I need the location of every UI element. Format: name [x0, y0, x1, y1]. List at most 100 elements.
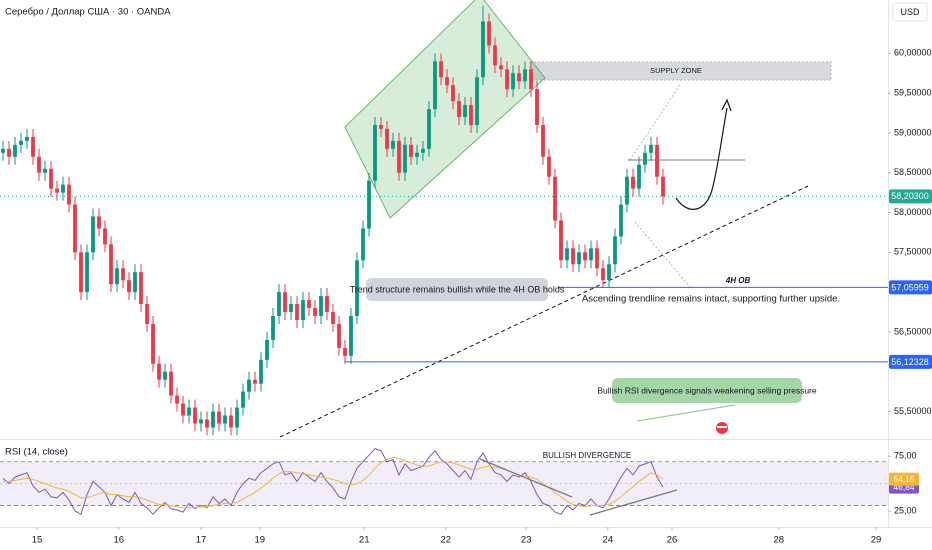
x-tick-label: 16: [114, 535, 125, 546]
ob-label: 4H OB: [725, 276, 751, 285]
candle-body: [565, 248, 569, 261]
callouts: SUPPLY ZONE 4H OB Trend structure remain…: [350, 66, 840, 434]
candle-body: [643, 152, 647, 165]
candle-body: [79, 252, 83, 293]
candle-body: [241, 391, 245, 408]
x-tick-label: 15: [32, 535, 43, 546]
candle-body: [211, 411, 215, 428]
candle-body: [283, 292, 287, 313]
candle-body: [133, 272, 137, 293]
candle-body: [97, 216, 101, 229]
candle-body: [625, 176, 629, 205]
y-tick-label: 60,00000: [894, 48, 932, 58]
currency-box[interactable]: [892, 2, 928, 22]
candle-body: [331, 312, 335, 324]
candle-body: [7, 148, 11, 157]
candle-body: [397, 140, 401, 173]
candle-body: [199, 419, 203, 424]
callout-box: [612, 378, 802, 403]
rsi-badge: [889, 472, 919, 486]
divergence-line: [479, 458, 573, 498]
candle-body: [151, 323, 155, 364]
candle-body: [181, 403, 185, 416]
callout-text: Trend structure remains bullish while th…: [350, 284, 565, 294]
candle-body: [439, 61, 443, 78]
candle-body: [205, 419, 209, 428]
candle-body: [481, 21, 485, 78]
candle-body: [259, 359, 263, 384]
candle-body: [145, 304, 149, 324]
price-badge: [889, 280, 932, 295]
candle-body: [307, 300, 311, 309]
candle-body: [475, 77, 479, 125]
symbol-title: Серебро / Доллар США · 30 · OANDA: [5, 7, 171, 18]
candle-body: [529, 69, 533, 90]
candle-body: [157, 363, 161, 380]
candle-body: [73, 204, 77, 253]
trendline-note: Ascending trendline remains intact, supp…: [582, 294, 840, 305]
candle-body: [115, 268, 119, 285]
candle-body: [619, 204, 623, 237]
candle-body: [505, 69, 509, 90]
candle-body: [25, 136, 29, 141]
candle-body: [313, 308, 317, 317]
callout-pointer: [636, 404, 736, 422]
candle-body: [355, 260, 359, 317]
candle-body: [121, 268, 125, 281]
candle-body: [1, 148, 5, 153]
rsi-line: [2, 448, 664, 516]
candles: [1, 5, 665, 436]
y-tick-label: 57,50000: [894, 247, 932, 257]
candle-body: [235, 407, 239, 428]
candle-body: [223, 415, 227, 424]
candle-body: [535, 89, 539, 125]
candle-body: [427, 109, 431, 149]
y-tick-label: 58,50000: [894, 167, 932, 177]
candle-body: [31, 136, 35, 157]
callout-text: Bullish RSI divergence signals weakening…: [597, 385, 817, 395]
candle-body: [601, 268, 605, 281]
candle-body: [445, 77, 449, 86]
rsi-band: [0, 461, 888, 506]
projection-line: [629, 84, 681, 161]
y-tick-label: 55,50000: [894, 406, 932, 416]
candle-body: [469, 105, 473, 125]
candle-body: [349, 316, 353, 356]
price-badge-label: 56,12328: [891, 357, 929, 367]
candle-body: [385, 128, 389, 149]
candle-body: [169, 371, 173, 396]
candle-body: [265, 339, 269, 360]
candle-body: [289, 304, 293, 313]
x-tick-label: 26: [667, 535, 678, 546]
currency-label: USD: [900, 7, 920, 17]
rsi-panel: [0, 448, 888, 516]
y-tick-label: 59,00000: [894, 127, 932, 137]
x-tick-label: 17: [196, 535, 207, 546]
candle-body: [415, 152, 419, 157]
candle-body: [13, 144, 17, 157]
candle-body: [517, 73, 521, 82]
candle-body: [55, 188, 59, 193]
candle-body: [373, 124, 377, 181]
candle-body: [571, 248, 575, 265]
rsi-badge-label: 54,15: [893, 474, 915, 484]
candle-body: [487, 21, 491, 46]
candle-body: [451, 85, 455, 102]
price-badge: [889, 189, 932, 204]
candle-body: [403, 144, 407, 173]
candle-body: [253, 379, 257, 384]
candle-body: [43, 168, 47, 173]
candle-body: [541, 124, 545, 157]
price-badge: [889, 354, 932, 369]
candle-body: [421, 148, 425, 153]
candle-body: [649, 144, 653, 153]
supply-zone-label: SUPPLY ZONE: [650, 66, 702, 75]
candle-body: [163, 371, 167, 380]
candle-body: [595, 248, 599, 269]
candle-body: [61, 184, 65, 193]
candle-body: [409, 144, 413, 157]
y-tick-label: 59,50000: [894, 88, 932, 98]
